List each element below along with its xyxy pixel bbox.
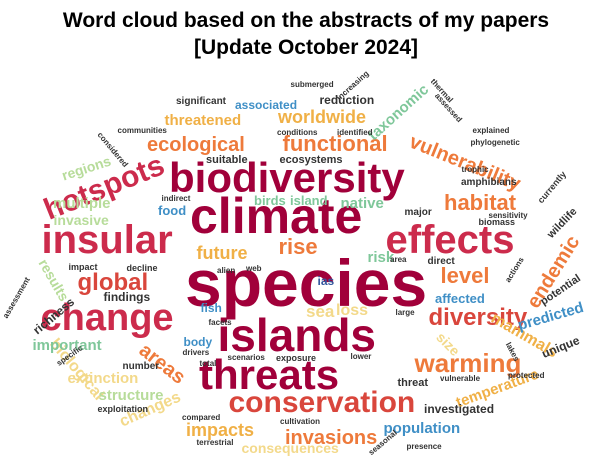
word-rise: rise	[278, 234, 318, 259]
word-loss: loss	[336, 302, 369, 319]
word-trophic: trophic	[461, 165, 489, 174]
word-compared: compared	[182, 413, 221, 422]
word-affected: affected	[435, 290, 485, 306]
word-species: species	[185, 246, 428, 320]
word-facets: facets	[208, 318, 232, 327]
word-warming: warming	[414, 348, 522, 378]
word-threatened: threatened	[164, 111, 242, 129]
word-climate: climate	[190, 188, 363, 244]
word-protected: protected	[508, 371, 545, 380]
word-suitable: suitable	[206, 153, 248, 166]
word-web: web	[246, 264, 262, 273]
word-invasions: invasions	[285, 427, 378, 449]
word-island: island	[290, 192, 328, 208]
word-indirect: indirect	[161, 194, 191, 203]
word-sensitivity: sensitivity	[488, 211, 528, 220]
word-lower: lower	[350, 352, 372, 361]
word-functional: functional	[282, 131, 388, 156]
word-vulnerable: vulnerable	[440, 374, 481, 383]
word-impacts: impacts	[186, 420, 255, 440]
word-exploitation: exploitation	[97, 403, 149, 414]
word-multiple: multiple	[53, 194, 111, 212]
word-associated: associated	[235, 98, 298, 112]
word-area: area	[390, 255, 407, 264]
page-subtitle: [Update October 2024]	[193, 36, 419, 59]
word-food: food	[158, 202, 187, 218]
word-fish: fish	[200, 301, 222, 315]
word-scenarios: scenarios	[227, 353, 265, 362]
word-explained: explained	[472, 126, 510, 135]
word-impact: impact	[68, 261, 98, 272]
word-presence: presence	[406, 442, 442, 451]
word-number: number	[122, 361, 160, 372]
word-population: population	[383, 419, 461, 437]
word-consequences: consequences	[241, 440, 339, 456]
word-insular: insular	[41, 218, 173, 262]
word-identified: identified	[337, 128, 373, 137]
word-assessment: assessment	[1, 275, 32, 320]
word-drivers: drivers	[182, 348, 210, 357]
word-decline: decline	[126, 262, 158, 273]
word-threats: threats	[199, 351, 340, 398]
word-diversity: diversity	[428, 304, 528, 331]
word-communities: communities	[117, 126, 167, 135]
word-submerged: submerged	[290, 80, 334, 89]
word-ias: ias	[317, 274, 335, 288]
word-direct: direct	[427, 256, 455, 267]
word-biodiversity: biodiversity	[169, 154, 405, 201]
word-ecological: ecological	[147, 134, 245, 156]
word-amphibians: amphibians	[461, 177, 517, 188]
word-terrestrial: terrestrial	[196, 438, 234, 447]
word-risk: risk	[367, 248, 395, 266]
word-invasive: invasive	[53, 212, 109, 228]
word-global: global	[77, 269, 149, 296]
word-habitat: habitat	[444, 190, 517, 215]
word-alien: alien	[217, 266, 236, 275]
word-large: large	[395, 308, 415, 317]
word-reduction: reduction	[319, 93, 375, 107]
word-native: native	[340, 194, 384, 212]
word-birds: birds	[254, 192, 286, 208]
word-level: level	[440, 263, 490, 288]
word-structure: structure	[98, 386, 164, 404]
word-exposure: exposure	[276, 352, 317, 363]
word-currently: currently	[535, 168, 568, 205]
word-islands: islands	[217, 309, 377, 361]
word-phylogenetic: phylogenetic	[470, 138, 520, 147]
word-significant: significant	[176, 96, 227, 107]
word-conservation: conservation	[228, 386, 416, 419]
word-extinction: extinction	[67, 369, 139, 387]
page-title: Word cloud based on the abstracts of my …	[62, 9, 550, 32]
word-effects: effects	[385, 218, 515, 262]
word-total: total	[199, 359, 217, 368]
word-body: body	[183, 335, 213, 349]
word-cultivation: cultivation	[280, 417, 321, 426]
word-conditions: conditions	[277, 128, 318, 137]
word-major: major	[404, 207, 432, 218]
word-findings: findings	[103, 290, 151, 304]
word-worldwide: worldwide	[278, 107, 367, 127]
word-investigated: investigated	[424, 402, 495, 416]
word-important: important	[32, 336, 102, 354]
word-sea: sea	[306, 301, 335, 321]
word-change: change	[40, 297, 174, 339]
word-future: future	[196, 243, 248, 263]
word-threat: threat	[397, 376, 429, 389]
word-ecosystems: ecosystems	[279, 153, 343, 166]
word-biomass: biomass	[478, 216, 516, 227]
